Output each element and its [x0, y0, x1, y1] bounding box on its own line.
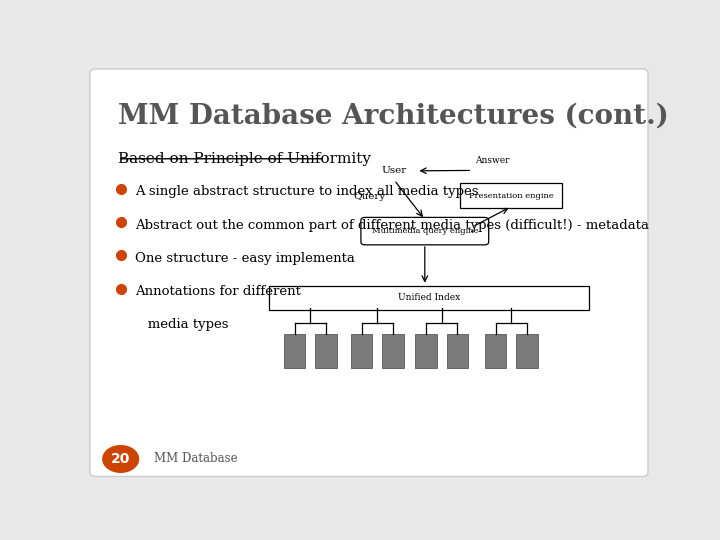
FancyBboxPatch shape: [90, 69, 648, 476]
Text: One structure - easy implementa: One structure - easy implementa: [135, 252, 354, 265]
FancyBboxPatch shape: [351, 334, 372, 368]
FancyBboxPatch shape: [446, 334, 468, 368]
FancyBboxPatch shape: [269, 286, 590, 310]
Text: 20: 20: [111, 452, 130, 466]
Text: MM Database Architectures (cont.): MM Database Architectures (cont.): [118, 102, 669, 129]
Text: Unified Index: Unified Index: [398, 293, 460, 302]
FancyBboxPatch shape: [415, 334, 436, 368]
FancyBboxPatch shape: [361, 218, 489, 245]
FancyBboxPatch shape: [460, 183, 562, 208]
Text: Annotations for different: Annotations for different: [135, 285, 300, 298]
FancyBboxPatch shape: [284, 334, 305, 368]
Text: Answer: Answer: [475, 157, 510, 165]
FancyBboxPatch shape: [516, 334, 538, 368]
Text: Based on Principle of Uniformity: Based on Principle of Uniformity: [118, 152, 371, 166]
Text: User: User: [382, 166, 407, 176]
FancyBboxPatch shape: [315, 334, 337, 368]
Circle shape: [103, 446, 138, 472]
Text: Abstract out the common part of different media types (difficult!) - metadata: Abstract out the common part of differen…: [135, 219, 649, 232]
Text: MM Database: MM Database: [154, 453, 238, 465]
Text: A single abstract structure to index all media types: A single abstract structure to index all…: [135, 185, 478, 198]
FancyBboxPatch shape: [485, 334, 506, 368]
Text: Query: Query: [353, 192, 385, 201]
FancyBboxPatch shape: [382, 334, 404, 368]
Text: Presentation engine: Presentation engine: [469, 192, 554, 200]
Text: media types: media types: [135, 319, 228, 332]
Text: Multimedia query engine: Multimedia query engine: [372, 227, 478, 235]
